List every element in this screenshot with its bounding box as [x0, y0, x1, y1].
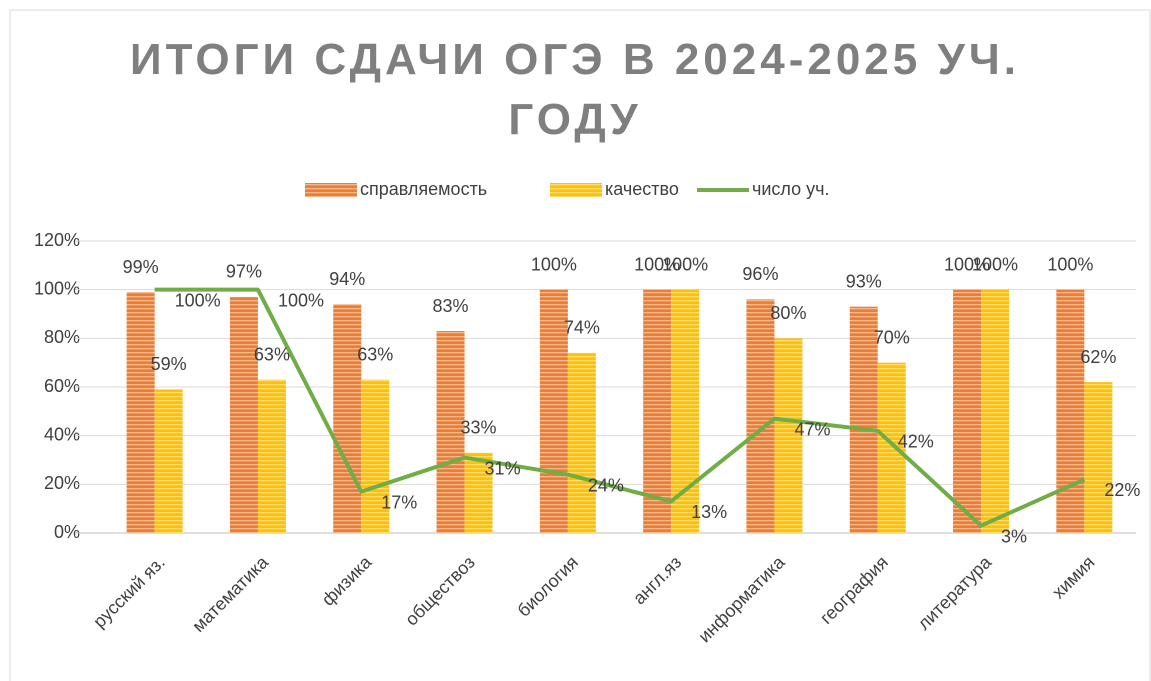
data-label: 96%	[742, 264, 778, 284]
data-label: 31%	[485, 458, 521, 478]
data-label: 24%	[588, 475, 624, 495]
bar	[746, 299, 775, 533]
data-label: 17%	[381, 492, 417, 512]
bar	[539, 289, 568, 533]
data-label: 62%	[1080, 347, 1116, 367]
data-label: 22%	[1104, 480, 1140, 500]
y-tick-label: 120%	[34, 230, 80, 250]
x-tick-label: информатика	[694, 551, 789, 646]
legend-label: качество	[605, 179, 679, 199]
bar	[774, 338, 803, 533]
y-tick-label: 40%	[44, 424, 80, 444]
x-tick-label: география	[816, 552, 892, 628]
data-label: 100%	[944, 254, 990, 274]
data-label: 80%	[770, 303, 806, 323]
bar	[126, 292, 155, 533]
data-label: 33%	[461, 417, 497, 437]
legend-swatch	[305, 183, 357, 197]
data-label: 63%	[254, 344, 290, 364]
x-tick-label: биология	[513, 552, 582, 621]
bar	[464, 452, 493, 533]
bar	[257, 379, 286, 533]
legend-swatch	[550, 183, 602, 197]
bar	[981, 289, 1010, 533]
x-tick-label: обществоз	[401, 552, 479, 630]
bar	[1056, 289, 1085, 533]
x-tick-label: химия	[1048, 552, 1098, 602]
data-label: 74%	[564, 318, 600, 338]
bar	[333, 304, 362, 533]
data-label: 70%	[874, 327, 910, 347]
data-label: 59%	[151, 354, 187, 374]
legend-label: число уч.	[752, 179, 830, 199]
data-label: 100%	[662, 254, 708, 274]
data-label: 100%	[634, 254, 680, 274]
y-tick-label: 20%	[44, 473, 80, 493]
y-tick-label: 80%	[44, 327, 80, 347]
data-label: 100%	[531, 254, 577, 274]
legend-label: справляемость	[360, 179, 487, 199]
data-label: 100%	[278, 290, 324, 310]
x-tick-label: физика	[318, 551, 376, 609]
data-label: 63%	[357, 344, 393, 364]
data-label: 42%	[898, 432, 934, 452]
y-tick-label: 0%	[54, 522, 80, 542]
bar	[154, 389, 183, 533]
chart-title: ИТОГИ СДАЧИ ОГЭ В 2024-2025 УЧ. ГОДУ	[129, 35, 1020, 144]
data-label: 100%	[972, 254, 1018, 274]
bar	[229, 296, 258, 533]
data-label: 47%	[794, 419, 830, 439]
chart-border	[9, 9, 1151, 681]
data-label: 100%	[175, 290, 221, 310]
x-tick-label: математика	[188, 551, 273, 636]
bar	[877, 362, 906, 533]
y-tick-label: 100%	[34, 278, 80, 298]
data-label: 97%	[226, 262, 262, 282]
data-label: 99%	[123, 257, 159, 277]
x-tick-label: русский яз.	[89, 552, 169, 632]
bar	[953, 289, 982, 533]
x-tick-label: англ.яз	[629, 552, 685, 608]
data-label: 93%	[846, 271, 882, 291]
bar	[361, 379, 390, 533]
bar	[567, 352, 596, 533]
x-tick-label: литература	[914, 551, 996, 633]
bar	[1084, 382, 1113, 533]
data-label: 94%	[329, 269, 365, 289]
data-label: 13%	[691, 502, 727, 522]
data-label: 100%	[1047, 254, 1093, 274]
bar	[849, 306, 878, 533]
y-tick-label: 60%	[44, 376, 80, 396]
bar	[643, 289, 672, 533]
data-label: 3%	[1001, 526, 1027, 546]
data-label: 83%	[433, 296, 469, 316]
bar	[436, 331, 465, 533]
line	[154, 287, 1086, 528]
